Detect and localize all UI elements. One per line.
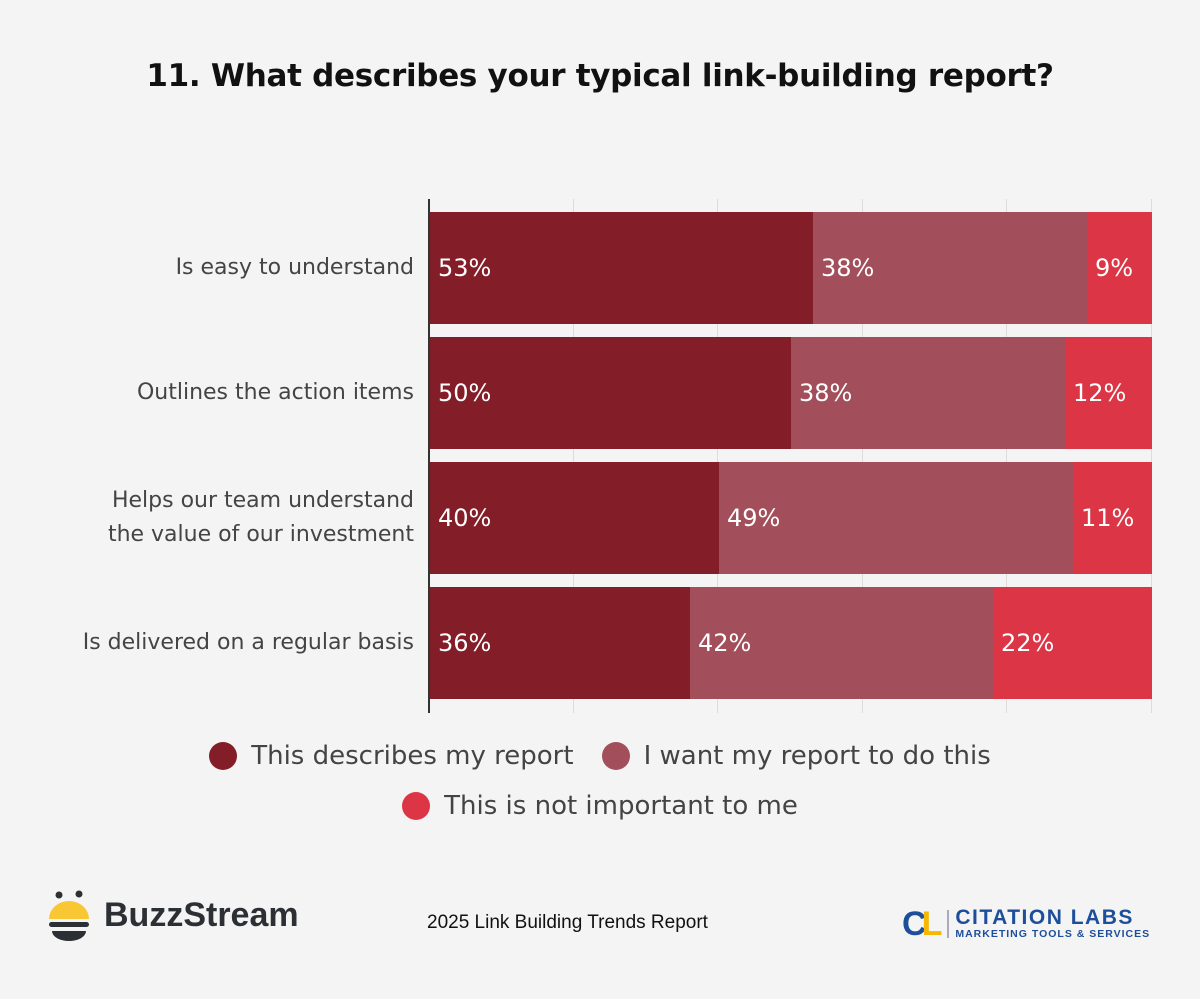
buzzstream-logo: BuzzStream [46,889,299,941]
category-label-line: Is delivered on a regular basis [82,630,414,655]
bar-segment: 12% [1065,337,1152,449]
bar-row: 40% 49% 11% [430,462,1152,574]
legend-label: I want my report to do this [643,741,991,771]
category-label: Helps our team understand the value of ou… [108,484,414,552]
legend-item-want: I want my report to do this [601,741,991,771]
bar-segment: 38% [813,212,1087,324]
legend-label: This describes my report [251,741,574,771]
bar-row: 53% 38% 9% [430,212,1152,324]
legend: This describes my report I want my repor… [0,733,1200,829]
legend-row-1: This describes my report I want my repor… [0,733,1200,779]
bar-row: 36% 42% 22% [430,587,1152,699]
citation-labs-tagline: MARKETING TOOLS & SERVICES [955,928,1151,940]
bar-segment: 22% [993,587,1152,699]
bar-segment: 53% [430,212,813,324]
legend-dot-icon [601,742,630,770]
value-label: 38% [799,379,853,407]
bar-segment: 49% [719,462,1073,574]
legend-item-describes: This describes my report [209,741,574,771]
bee-icon [49,890,89,941]
value-label: 40% [438,504,492,532]
value-label: 11% [1081,504,1135,532]
gridline-100 [1151,199,1152,713]
category-label: Outlines the action items [137,376,414,410]
legend-item-not-important: This is not important to me [402,791,798,821]
buzzstream-wordmark: BuzzStream [104,895,299,934]
category-label-line: Is easy to understand [175,255,414,280]
bar-segment: 40% [430,462,719,574]
bar-segment: 50% [430,337,791,449]
value-label: 38% [821,254,875,282]
bar-row: 50% 38% 12% [430,337,1152,449]
plot-area: 53% 38% 9% 50% 38% 12% 40% 49% 11% 36% 42% 22% [428,199,1152,713]
citation-labs-wordmark: CITATION LABS [955,906,1134,929]
chart-title: 11. What describes your typical link-bui… [146,58,1054,94]
bar-segment: 9% [1087,212,1152,324]
bar-segment: 42% [690,587,993,699]
bar-segment: 36% [430,587,690,699]
value-label: 12% [1073,379,1127,407]
y-axis-line [428,199,430,713]
legend-label: This is not important to me [444,791,798,821]
value-label: 50% [438,379,492,407]
legend-row-2: This is not important to me [0,783,1200,829]
bar-segment: 11% [1073,462,1152,574]
legend-dot-icon [402,792,431,820]
value-label: 53% [438,254,492,282]
cl-mark-icon: CL [902,905,942,943]
value-label: 22% [1001,629,1055,657]
gridline-60 [862,199,863,713]
gridline-80 [1006,199,1007,713]
value-label: 49% [727,504,781,532]
category-label-line: Outlines the action items [136,380,414,405]
citation-labs-logo: CL CITATION LABS MARKETING TOOLS & SERVI… [902,905,1151,943]
value-label: 42% [698,629,752,657]
category-label: Is delivered on a regular basis [83,626,414,660]
category-label-line: Helps our team understand [111,488,414,513]
gridline-20 [573,199,574,713]
logo-divider [947,910,950,938]
report-name: 2025 Link Building Trends Report [427,912,708,933]
legend-dot-icon [209,742,238,770]
value-label: 36% [438,629,492,657]
category-label-line: the value of our investment [107,522,414,547]
category-label: Is easy to understand [176,251,414,285]
gridline-40 [717,199,718,713]
bar-segment: 38% [791,337,1065,449]
value-label: 9% [1095,254,1134,282]
